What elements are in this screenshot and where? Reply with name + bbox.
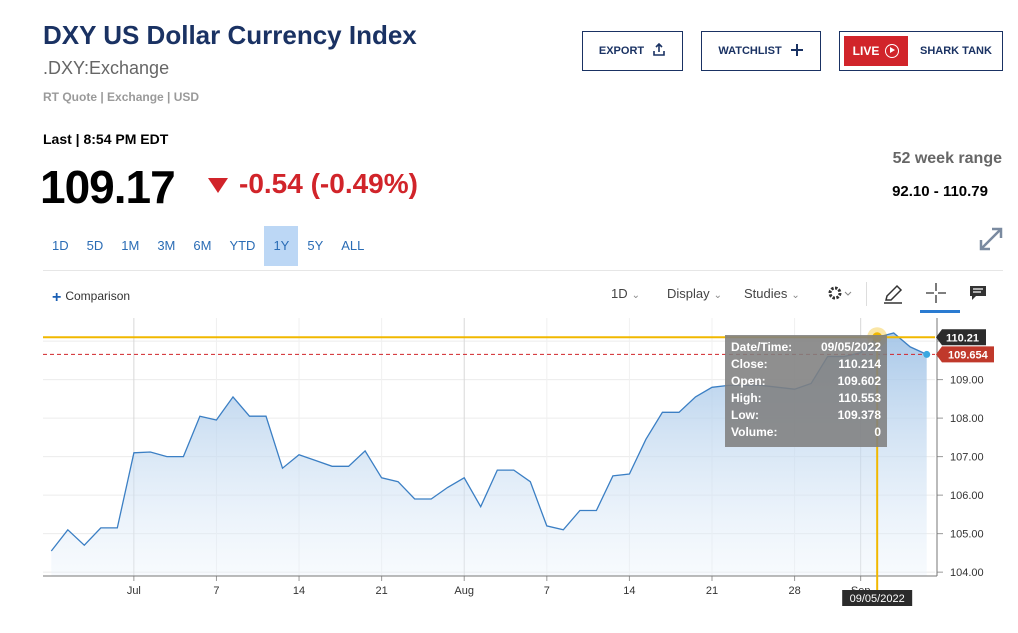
period-1d[interactable]: 1D — [52, 238, 69, 253]
y-tick-label: 106.00 — [950, 490, 984, 502]
period-3m[interactable]: 3M — [157, 238, 176, 253]
tooltip-label: Low: — [731, 408, 759, 422]
settings-gear-icon[interactable] — [826, 284, 854, 307]
tooltip-label: Close: — [731, 357, 768, 371]
period-ytd[interactable]: YTD — [229, 238, 256, 253]
period-5d[interactable]: 5D — [86, 238, 104, 253]
watchlist-button[interactable]: WATCHLIST — [701, 31, 821, 71]
tooltip-label: High: — [731, 391, 762, 405]
x-tick-label: 7 — [544, 585, 550, 597]
price-area — [51, 333, 927, 576]
tooltip-row: Open: 109.602 — [731, 373, 881, 390]
crosshair-date-label: 09/05/2022 — [850, 593, 905, 605]
tooltip-value: 110.553 — [838, 391, 881, 405]
last-price-dot — [923, 350, 931, 358]
crosshair-active-indicator — [920, 310, 960, 313]
tooltip-row: Date/Time: 09/05/2022 — [731, 339, 881, 356]
x-tick-label: Aug — [454, 585, 474, 597]
symbol-label: .DXY:Exchange — [43, 58, 170, 78]
tooltip-value: 109.602 — [837, 374, 881, 388]
live-label: LIVE — [852, 44, 880, 58]
period-5y[interactable]: 5Y — [307, 238, 324, 253]
studies-label: Studies — [744, 286, 788, 301]
period-all[interactable]: ALL — [341, 238, 365, 253]
plus-icon — [790, 43, 804, 60]
live-badge: LIVE — [844, 36, 908, 66]
draw-pencil-icon[interactable] — [882, 283, 904, 310]
last-price-flag — [936, 346, 994, 363]
period-1m[interactable]: 1M — [121, 238, 140, 253]
tooltip-row: High: 110.553 — [731, 390, 881, 407]
plus-icon: + — [52, 289, 62, 306]
x-tick-label: 21 — [376, 585, 388, 597]
period-1y[interactable]: 1Y — [264, 226, 299, 266]
export-label: EXPORT — [598, 45, 645, 57]
watchlist-label: WATCHLIST — [718, 45, 782, 57]
y-tick-label: 105.00 — [950, 529, 984, 541]
period-6m[interactable]: 6M — [193, 238, 212, 253]
crosshair-icon[interactable] — [925, 282, 947, 309]
tooltip-label: Open: — [731, 374, 766, 388]
x-tick-label: 7 — [213, 585, 219, 597]
page-title: DXY US Dollar Currency Index — [43, 20, 417, 50]
data-tooltip: Date/Time: 09/05/2022 Close: 110.214 Open:… — [725, 335, 887, 447]
last-price-label: 109.654 — [948, 349, 989, 361]
last-trade-time: Last | 8:54 PM EDT — [43, 131, 169, 147]
display-dropdown[interactable]: Display ⌄ — [667, 286, 722, 301]
comparison-label: Comparison — [65, 289, 131, 303]
display-label: Display — [667, 286, 710, 301]
x-tick-label: 28 — [788, 585, 800, 597]
y-tick-label: 108.00 — [950, 413, 984, 425]
tooltip-value: 109.378 — [837, 408, 881, 422]
tooltip-row: Close: 110.214 — [731, 356, 881, 373]
y-tick-label: 107.00 — [950, 452, 984, 464]
y-tick-label: 109.00 — [950, 375, 984, 387]
crosshair-value-label: 110.21 — [946, 332, 979, 344]
shark-tank-label: SHARK TANK — [920, 45, 992, 57]
quote-meta: RT Quote | Exchange | USD — [43, 90, 200, 104]
x-tick-label: 14 — [293, 585, 305, 597]
interval-label: 1D — [611, 286, 628, 301]
y-tick-label: 104.00 — [950, 567, 984, 579]
x-tick-label: Jul — [127, 585, 141, 597]
divider — [43, 270, 1003, 271]
last-price: 109.17 — [40, 161, 176, 213]
chevron-down-icon: ⌄ — [791, 290, 800, 301]
chevron-down-icon: ⌄ — [631, 290, 641, 301]
price-change: -0.54 (-0.49%) — [239, 168, 418, 199]
comparison-button[interactable]: + Comparison — [52, 289, 130, 307]
export-button[interactable]: EXPORT — [582, 31, 683, 71]
expand-icon[interactable] — [978, 226, 1004, 252]
range-value: 92.10 - 110.79 — [892, 183, 988, 200]
range-label: 52 week range — [892, 150, 1002, 167]
tooltip-label: Date/Time: — [731, 340, 793, 354]
tooltip-label: Volume: — [731, 425, 778, 439]
toolbar-divider — [866, 282, 867, 306]
comment-icon[interactable] — [968, 284, 988, 307]
crosshair-value-flag — [936, 329, 986, 346]
play-icon — [885, 44, 900, 58]
x-tick-label: 14 — [623, 585, 635, 597]
crosshair-date-box — [842, 590, 913, 606]
share-icon — [652, 42, 666, 60]
tooltip-row: Volume: 0 — [731, 424, 881, 441]
period-tabs: 1D 5D 1M 3M 6M YTD 1Y 5Y ALL — [43, 226, 373, 266]
studies-dropdown[interactable]: Studies ⌄ — [744, 286, 800, 301]
live-shark-tank-button[interactable]: LIVE SHARK TANK — [839, 31, 1003, 71]
tooltip-value: 09/05/2022 — [820, 340, 881, 354]
tooltip-row: Low: 109.378 — [731, 407, 881, 424]
tooltip-value: 110.214 — [838, 357, 881, 371]
chevron-down-icon: ⌄ — [713, 290, 723, 301]
down-arrow-icon — [208, 178, 228, 193]
interval-dropdown[interactable]: 1D ⌄ — [611, 286, 640, 301]
tooltip-value: 0 — [874, 425, 881, 439]
x-tick-label: 21 — [706, 585, 718, 597]
